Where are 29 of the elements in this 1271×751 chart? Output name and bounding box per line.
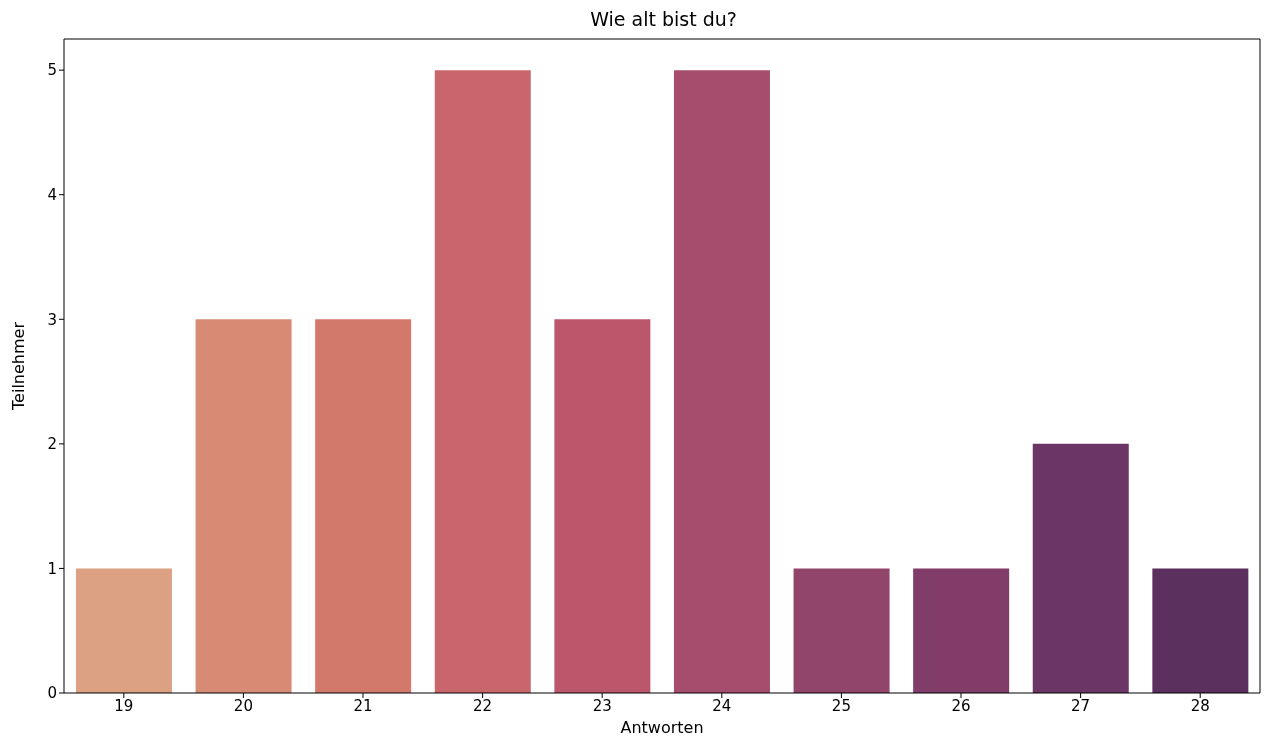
y-tick-label: 2 (47, 435, 57, 454)
chart-title: Wie alt bist du? (589, 8, 738, 30)
y-axis-title: Teilnehmer (8, 321, 28, 411)
bar (913, 568, 1010, 693)
x-tick-label: 23 (592, 696, 612, 715)
x-tick-label: 28 (1190, 696, 1210, 715)
x-tick-label: 24 (712, 696, 732, 715)
bar (315, 319, 412, 693)
bar (1152, 568, 1249, 693)
y-tick-label: 1 (47, 559, 57, 578)
bar (554, 319, 651, 693)
x-tick-label: 25 (831, 696, 851, 715)
bar (1032, 443, 1129, 693)
x-tick-label: 27 (1071, 696, 1091, 715)
x-tick-label: 20 (233, 696, 253, 715)
x-tick-label: 22 (473, 696, 493, 715)
x-tick-label: 21 (353, 696, 373, 715)
y-tick-label: 4 (47, 186, 57, 205)
y-tick-label: 5 (47, 61, 57, 80)
x-axis-title: Antworten (620, 718, 704, 737)
bar (673, 70, 770, 693)
bar (75, 568, 172, 693)
y-tick-label: 3 (47, 310, 57, 329)
bar (195, 319, 292, 693)
x-tick-label: 26 (951, 696, 971, 715)
bar (434, 70, 531, 693)
bar (793, 568, 890, 693)
x-tick-label: 19 (114, 696, 134, 715)
y-tick-label: 0 (47, 684, 57, 703)
